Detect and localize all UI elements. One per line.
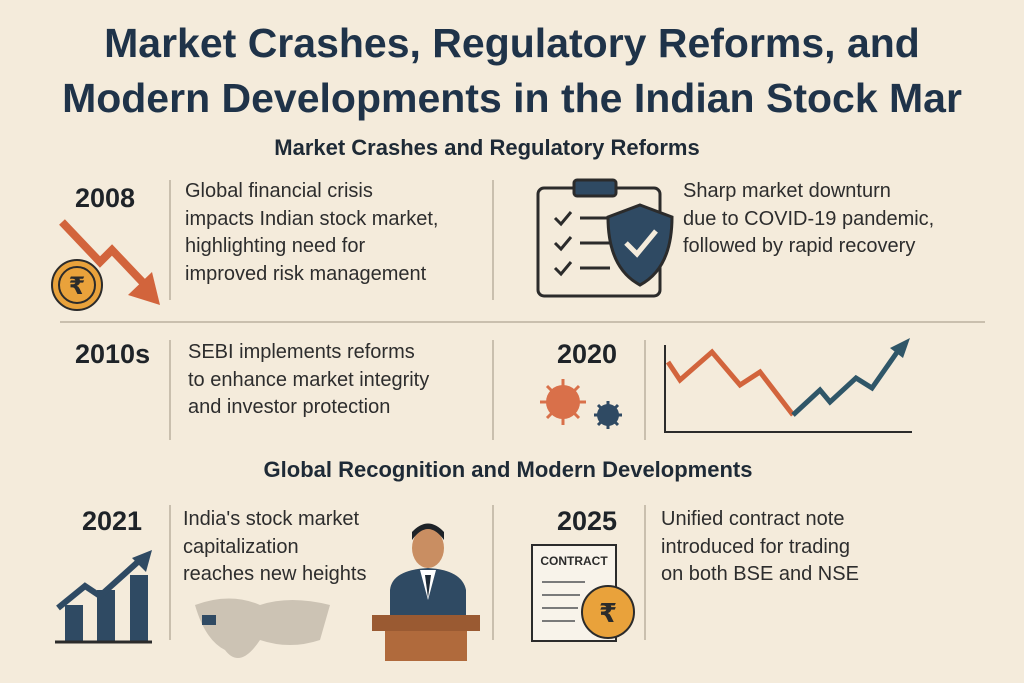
- speaker-icon: [195, 523, 480, 661]
- crash-icon: ₹: [51, 219, 160, 311]
- text-line: due to COVID-19 pandemic,: [683, 207, 935, 230]
- dividers: [60, 180, 985, 640]
- text-line: capitalization: [183, 535, 299, 558]
- contract-icon: CONTRACT ₹: [531, 544, 635, 642]
- description: Global financial crisis impacts Indian st…: [185, 178, 438, 288]
- year: 2008: [75, 183, 136, 213]
- text-line: to enhance market integrity: [188, 368, 430, 391]
- year: 2021: [82, 506, 143, 536]
- text-line: on both BSE and NSE: [661, 563, 859, 585]
- text-line: introduced for trading: [661, 535, 851, 558]
- virus-icon: [540, 379, 622, 429]
- text-line: SEBI implements reforms: [188, 341, 415, 363]
- text-line: India's stock market: [183, 508, 360, 530]
- description: Sharp market downturn due to COVID-19 pan…: [683, 178, 934, 261]
- clipboard-icon: [536, 178, 674, 298]
- description: SEBI implements reforms to enhance market…: [188, 339, 429, 422]
- section-heading: Market Crashes and Regulatory Reforms: [274, 135, 700, 160]
- text-line: impacts Indian stock market,: [185, 207, 439, 230]
- section-heading: Global Recognition and Modern Developmen…: [263, 457, 753, 482]
- text-line: followed by rapid recovery: [683, 235, 916, 257]
- description: India's stock market capitalization reache…: [183, 506, 366, 589]
- text-line: and investor protection: [188, 396, 391, 418]
- icon-symbol: ₹: [69, 273, 86, 300]
- contract-label: CONTRACT: [540, 554, 608, 568]
- title: Market Crashes, Regulatory Reforms, and: [104, 20, 920, 66]
- text-line: reaches new heights: [183, 563, 367, 585]
- recovery-chart: [664, 338, 912, 433]
- text-line: Sharp market downturn: [683, 180, 891, 202]
- text-line: Global financial crisis: [185, 180, 373, 202]
- year: 2025: [557, 506, 618, 536]
- text-line: Unified contract note: [661, 508, 845, 530]
- description: Unified contract note introduced for trad…: [661, 506, 859, 589]
- year: 2020: [557, 339, 618, 369]
- text-line: highlighting need for: [185, 235, 366, 257]
- growth-icon: [55, 550, 152, 644]
- year: 2010s: [75, 339, 151, 369]
- text-line: improved risk management: [185, 262, 427, 285]
- icon-symbol: ₹: [599, 598, 617, 628]
- title: Modern Developments in the Indian Stock …: [62, 75, 962, 121]
